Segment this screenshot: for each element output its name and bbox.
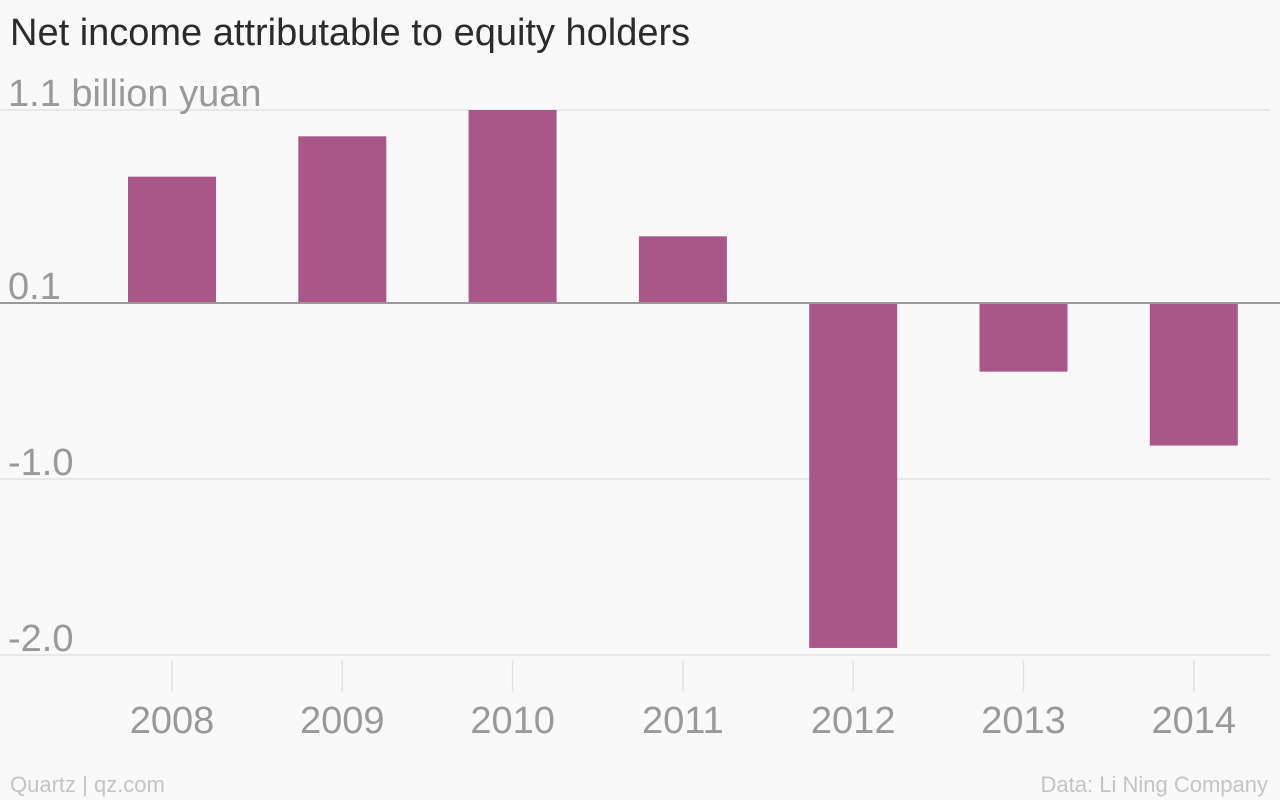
bar-2014 xyxy=(1149,303,1238,446)
x-tick-label: 2014 xyxy=(1152,700,1237,742)
data-source: Data: Li Ning Company xyxy=(1040,772,1268,797)
chart-title: Net income attributable to equity holder… xyxy=(10,12,691,54)
bar-2011 xyxy=(638,236,727,303)
x-tick-label: 2012 xyxy=(811,700,896,742)
x-tick-label: 2009 xyxy=(300,700,385,742)
y-tick-label: -1.0 xyxy=(8,442,73,484)
bars xyxy=(128,110,1238,648)
x-tick-label: 2008 xyxy=(130,700,215,742)
bar-2009 xyxy=(298,136,387,303)
y-tick-label: 0.1 xyxy=(8,266,61,308)
x-tick-label: 2010 xyxy=(470,700,555,742)
bar-2012 xyxy=(809,303,898,648)
grid-lines xyxy=(0,109,1270,692)
x-tick-label: 2013 xyxy=(981,700,1066,742)
bar-2010 xyxy=(468,110,557,303)
source-credit: Quartz | qz.com xyxy=(10,772,165,797)
x-tick-label: 2011 xyxy=(642,700,724,742)
bar-2008 xyxy=(128,176,216,303)
y-tick-label: 1.1 billion yuan xyxy=(8,73,262,115)
y-axis-labels: 1.1 billion yuan 0.1 -1.0 -2.0 xyxy=(8,73,262,660)
y-tick-label: -2.0 xyxy=(8,618,73,660)
bar-2013 xyxy=(979,303,1068,372)
x-axis-labels: 2008 2009 2010 2011 2012 2013 2014 xyxy=(130,700,1236,742)
